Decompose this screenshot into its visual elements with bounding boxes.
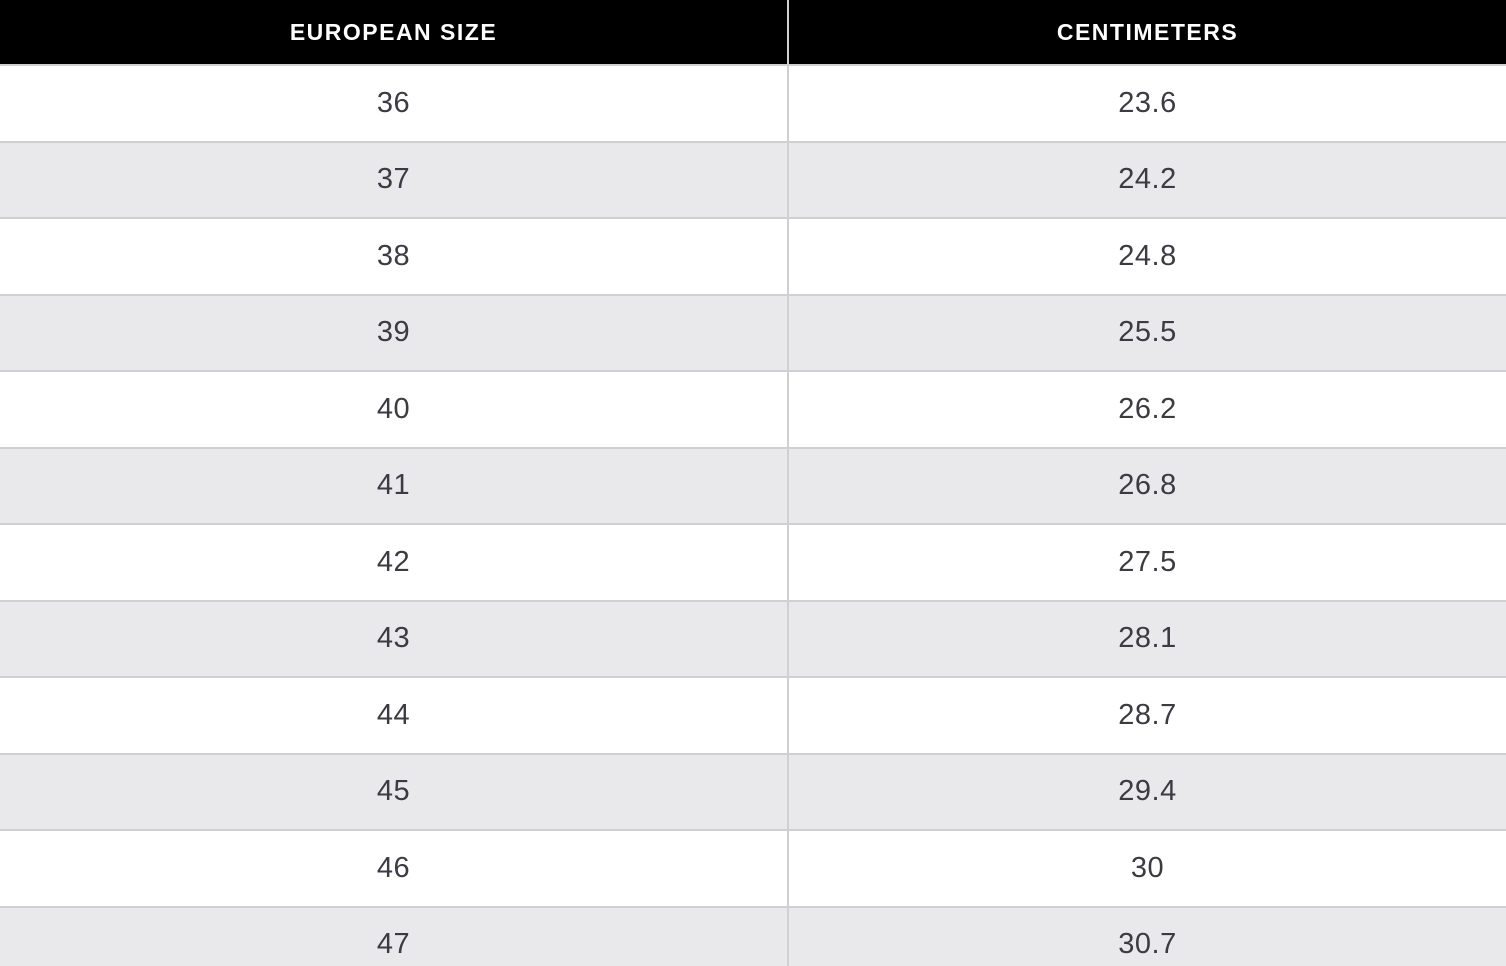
table-row: 37 24.2 [0, 140, 1506, 217]
centimeters-cell: 28.1 [789, 599, 1506, 676]
centimeters-cell: 27.5 [789, 523, 1506, 600]
table-row: 42 27.5 [0, 523, 1506, 600]
table-row: 45 29.4 [0, 752, 1506, 829]
centimeters-cell: 30 [789, 829, 1506, 906]
table-body: 36 23.6 37 24.2 38 24.8 39 25.5 40 26.2 41 26.8 42 27… [0, 64, 1506, 966]
european-size-cell: 38 [0, 217, 789, 294]
european-size-cell: 46 [0, 829, 789, 906]
table-row: 47 30.7 [0, 905, 1506, 966]
european-size-cell: 42 [0, 523, 789, 600]
centimeters-cell: 24.2 [789, 140, 1506, 217]
european-size-cell: 43 [0, 599, 789, 676]
european-size-cell: 37 [0, 140, 789, 217]
european-size-cell: 41 [0, 446, 789, 523]
table-header-row: EUROPEAN SIZE CENTIMETERS [0, 0, 1506, 64]
centimeters-cell: 30.7 [789, 905, 1506, 966]
centimeters-cell: 29.4 [789, 752, 1506, 829]
column-header-centimeters: CENTIMETERS [789, 0, 1506, 64]
table-row: 36 23.6 [0, 64, 1506, 141]
european-size-cell: 40 [0, 370, 789, 447]
table-row: 43 28.1 [0, 599, 1506, 676]
centimeters-cell: 25.5 [789, 293, 1506, 370]
table-row: 46 30 [0, 829, 1506, 906]
european-size-cell: 47 [0, 905, 789, 966]
table-row: 44 28.7 [0, 676, 1506, 753]
column-header-european-size: EUROPEAN SIZE [0, 0, 789, 64]
centimeters-cell: 28.7 [789, 676, 1506, 753]
table-row: 41 26.8 [0, 446, 1506, 523]
centimeters-cell: 26.8 [789, 446, 1506, 523]
centimeters-cell: 26.2 [789, 370, 1506, 447]
centimeters-cell: 23.6 [789, 64, 1506, 141]
table-row: 39 25.5 [0, 293, 1506, 370]
european-size-cell: 45 [0, 752, 789, 829]
table-row: 40 26.2 [0, 370, 1506, 447]
centimeters-cell: 24.8 [789, 217, 1506, 294]
table-row: 38 24.8 [0, 217, 1506, 294]
european-size-cell: 36 [0, 64, 789, 141]
european-size-cell: 44 [0, 676, 789, 753]
european-size-cell: 39 [0, 293, 789, 370]
